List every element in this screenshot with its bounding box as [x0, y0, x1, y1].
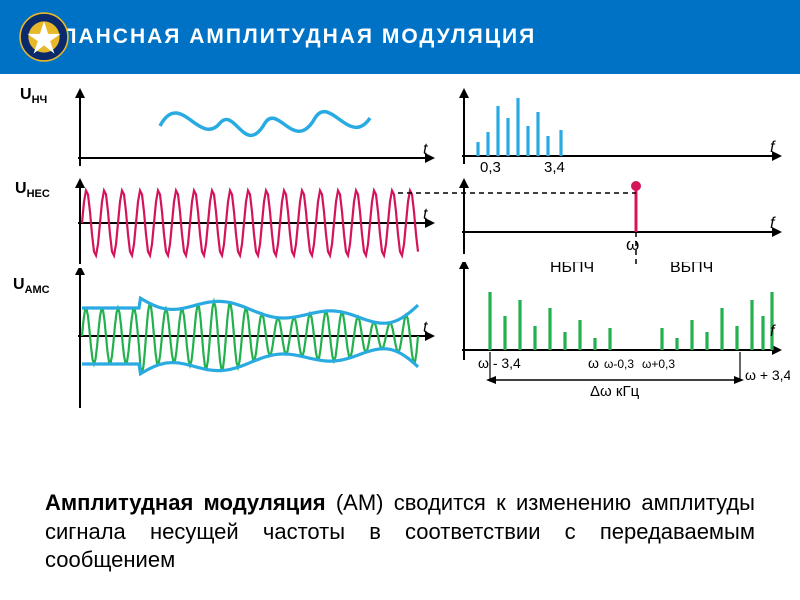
svg-text:t: t — [423, 206, 428, 223]
svg-text:t: t — [423, 141, 428, 158]
svg-text:ω - 3,4: ω - 3,4 — [478, 355, 521, 371]
page-title: БАЛАНСНАЯ АМПЛИТУДНАЯ МОДУЛЯЦИЯ — [28, 25, 536, 49]
svg-text:ω-0,3: ω-0,3 — [604, 357, 634, 371]
plot-carrier: t — [20, 178, 440, 268]
svg-text:НБПЧ: НБПЧ — [550, 262, 594, 276]
plot-am: t — [20, 268, 440, 433]
emblem-icon — [18, 11, 70, 63]
svg-text:0,3: 0,3 — [480, 159, 501, 174]
svg-text:3,4: 3,4 — [544, 159, 565, 174]
title-bar: БАЛАНСНАЯ АМПЛИТУДНАЯ МОДУЛЯЦИЯ — [0, 0, 800, 74]
spectrum-nch: f 0,3 3,4 — [450, 88, 790, 174]
svg-text:f: f — [770, 323, 776, 340]
plot-nch: t — [20, 88, 440, 170]
svg-text:ω+0,3: ω+0,3 — [642, 357, 675, 371]
svg-text:t: t — [423, 319, 428, 336]
svg-text:Δω кГц: Δω кГц — [590, 383, 640, 400]
label-u-ams: UАМС — [13, 276, 50, 296]
label-u-nes: UНЕС — [15, 180, 50, 200]
svg-text:ВБПЧ: ВБПЧ — [670, 262, 713, 276]
spectrum-am: f НБПЧ ВБПЧ ω - 3,4 ω ω-0,3 ω+0,3 ω + 3,… — [450, 262, 790, 402]
dashed-link — [398, 190, 648, 196]
definition-text: Амплитудная модуляция (АМ) сводится к из… — [45, 489, 755, 575]
svg-text:ω + 3,4: ω + 3,4 — [745, 367, 790, 383]
svg-text:ω: ω — [588, 355, 599, 371]
svg-text:ω: ω — [626, 235, 639, 254]
label-u-nch: UНЧ — [20, 86, 47, 106]
